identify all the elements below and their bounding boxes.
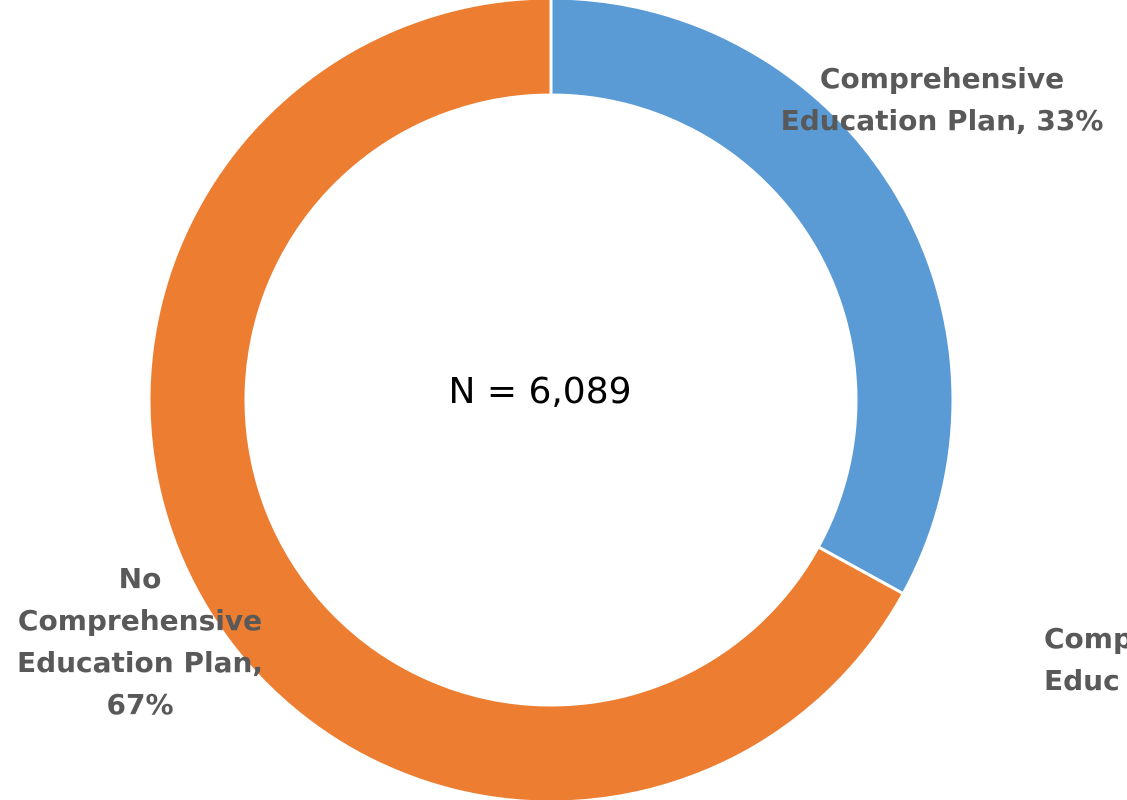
slice-label-comprehensive-plan: Comprehensive Education Plan, 33% xyxy=(781,62,1104,137)
slice-label-no-comprehensive-plan: No Comprehensive Education Plan, 67% xyxy=(17,562,263,721)
clipped-label-line: Educ xyxy=(1044,664,1120,697)
slice-label-line: 67% xyxy=(106,688,173,721)
slice-labels-group: Comprehensive Education Plan, 33% No Compre… xyxy=(17,62,1127,721)
slices-group xyxy=(147,0,955,800)
center-total-label: N = 6,089 xyxy=(448,371,631,412)
slice-label-line: Comprehensive xyxy=(18,604,262,637)
donut-slice-comprehensive-plan xyxy=(549,0,955,596)
donut-slice-no-comprehensive-plan xyxy=(147,0,906,800)
slice-label-line: Education Plan, 33% xyxy=(781,104,1104,137)
clipped-label-line: Comp xyxy=(1044,622,1127,655)
slice-label-line: Education Plan, xyxy=(17,646,263,679)
slice-label-line: Comprehensive xyxy=(820,62,1064,95)
slice-label-line: No xyxy=(119,562,162,595)
clipped-slice-label: Comp Educ xyxy=(1044,622,1127,697)
